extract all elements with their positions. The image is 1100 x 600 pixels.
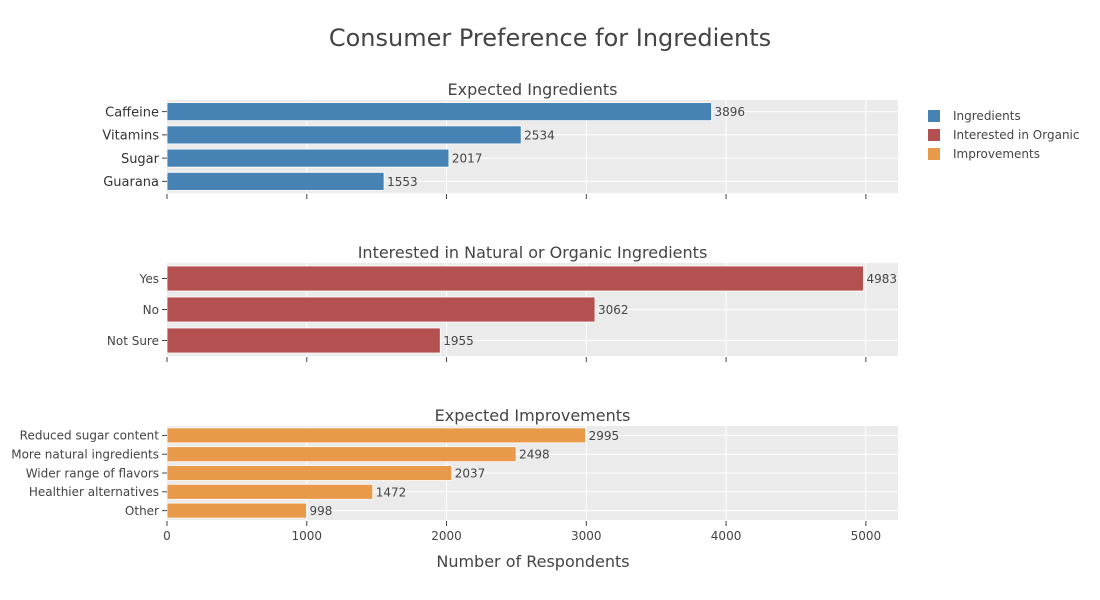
- category-label: Not Sure: [107, 334, 159, 348]
- data-label: 2037: [455, 467, 486, 481]
- legend-swatch-ingredients: [928, 109, 940, 122]
- data-label: 1553: [387, 175, 418, 189]
- category-label: Caffeine: [105, 105, 159, 120]
- subplot-title: Expected Improvements: [435, 406, 631, 425]
- bar: [166, 171, 385, 191]
- x-tick-label: 2000: [431, 529, 462, 543]
- data-label: 2017: [452, 152, 483, 166]
- data-label: 998: [309, 504, 332, 518]
- x-axis-label: Number of Respondents: [436, 552, 630, 571]
- x-tick-label: 0: [163, 529, 171, 543]
- subplot-title: Expected Ingredients: [447, 80, 617, 99]
- legend-swatch-organic: [928, 128, 940, 141]
- bar: [166, 148, 450, 168]
- bar: [166, 446, 517, 463]
- bar: [166, 265, 864, 292]
- bar: [166, 465, 453, 481]
- data-label: 1472: [376, 485, 407, 499]
- bar: [166, 296, 596, 323]
- category-label: More natural ingredients: [11, 448, 159, 462]
- category-label: No: [143, 303, 159, 317]
- bar: [166, 427, 587, 444]
- category-label: Guarana: [103, 175, 159, 190]
- legend-label-ingredients: Ingredients: [953, 108, 1021, 123]
- data-label: 2995: [589, 429, 620, 443]
- category-label: Other: [125, 504, 159, 518]
- chart-title: Consumer Preference for Ingredients: [328, 24, 772, 52]
- x-tick-label: 5000: [851, 529, 882, 543]
- category-label: Healthier alternatives: [29, 485, 159, 499]
- legend-item-organic[interactable]: Interested in Organic: [928, 125, 1080, 144]
- category-label: Sugar: [121, 152, 160, 167]
- category-label: Vitamins: [102, 129, 159, 144]
- x-tick-label: 3000: [571, 529, 602, 543]
- bar: [166, 102, 712, 122]
- category-label: Reduced sugar content: [20, 429, 160, 443]
- bar: [166, 502, 307, 519]
- legend-label-improvements: Improvements: [953, 146, 1040, 161]
- legend[interactable]: Ingredients Interested in Organic Improv…: [928, 106, 1080, 163]
- x-tick-label: 4000: [711, 529, 742, 543]
- legend-item-ingredients[interactable]: Ingredients: [928, 106, 1080, 125]
- bar: [166, 327, 441, 354]
- legend-swatch-improvements: [928, 147, 940, 160]
- category-label: Yes: [139, 272, 159, 286]
- legend-item-improvements[interactable]: Improvements: [928, 144, 1080, 163]
- subplot-title: Interested in Natural or Organic Ingredi…: [358, 243, 708, 262]
- data-label: 4983: [866, 272, 897, 286]
- data-label: 2534: [524, 128, 555, 142]
- legend-label-organic: Interested in Organic: [953, 127, 1080, 142]
- data-label: 1955: [443, 334, 474, 348]
- data-label: 3062: [598, 303, 629, 317]
- bar: [166, 483, 374, 500]
- x-tick-label: 1000: [291, 529, 322, 543]
- category-label: Wider range of flavors: [26, 466, 159, 480]
- data-label: 2498: [519, 448, 550, 462]
- data-label: 3896: [715, 105, 746, 119]
- bar: [166, 125, 522, 145]
